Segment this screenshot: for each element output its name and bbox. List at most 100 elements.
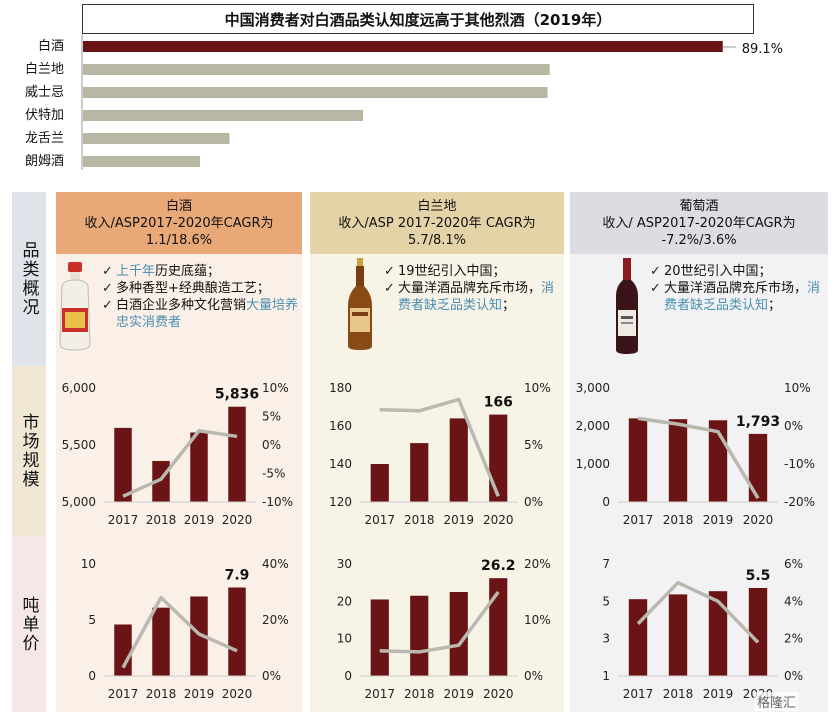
top-bar-label-3: 伏特加	[25, 108, 64, 123]
bullet-text: 消费者缺乏品类认知	[398, 281, 555, 313]
bar-2020	[748, 588, 768, 676]
growth-line	[379, 590, 500, 654]
y-tick-label: 6,000	[62, 381, 96, 395]
y-tick-label: 5	[602, 594, 610, 608]
y-tick-label: 3,000	[576, 381, 610, 395]
bar-2019	[449, 418, 468, 502]
y-tick-label: 120	[329, 495, 352, 509]
row-header-bg-2	[12, 366, 46, 536]
x-tick-label: 2019	[703, 687, 734, 701]
bullet-item: ✓ 大量洋酒品牌充斥市场，消费者缺乏品类认知；	[650, 280, 822, 314]
col-header-wine-name: 葡萄酒	[679, 198, 719, 214]
check-icon: ✓	[102, 281, 113, 296]
top-bar-2	[83, 87, 548, 98]
brandy-bottle-icon	[348, 258, 372, 350]
growth-line	[122, 429, 238, 498]
moutai-bottle-icon	[59, 262, 91, 351]
top-bar-4	[83, 133, 230, 144]
bar-2019	[449, 592, 468, 676]
y-tick-label: 30	[337, 557, 352, 571]
bar-2017	[370, 464, 389, 502]
x-tick-label: 2017	[364, 513, 395, 527]
col-header-brandy-cagr-label: 收入/ASP 2017-2020年 CAGR为	[338, 215, 536, 231]
col-header-brandy-name: 白兰地	[417, 198, 457, 214]
bullet-text: 大量洋酒品牌充斥市场，	[398, 281, 542, 296]
unit-price-chart-baijiu: 10 5 0 40% 20% 0% 2017 2018 2019 2020 7.9	[81, 557, 289, 701]
growth-line	[636, 580, 760, 644]
y-tick-label: 5,000	[62, 495, 96, 509]
bullet-text: 消费者缺乏品类认知	[664, 281, 821, 313]
y-tick-label: 180	[329, 381, 352, 395]
y-tick-label: 140	[329, 457, 352, 471]
top-bar-5	[83, 156, 201, 167]
bullet-item: ✓ 多种香型+经典酿造工艺；	[102, 280, 302, 297]
top-bar-label-5: 朗姆酒	[25, 154, 64, 169]
row-header-market-size: 市场规模	[18, 413, 39, 489]
y2-tick-label: 0%	[524, 495, 543, 509]
bullet-text: 大量培养忠实消费者	[116, 298, 299, 330]
y2-tick-label: 4%	[784, 594, 803, 608]
bullet-item: ✓ 白酒企业多种文化营销大量培养忠实消费者	[102, 297, 302, 331]
y-tick-label: 3	[602, 632, 610, 646]
col-header-baijiu-cagr-label: 收入/ASP2017-2020年CAGR为	[84, 215, 274, 231]
y2-tick-label: 2%	[784, 632, 803, 646]
bullet-text: 20世纪引入中国；	[664, 264, 772, 279]
top-bar-1	[83, 64, 550, 75]
check-icon: ✓	[384, 281, 395, 296]
market-size-chart-brandy: 180 160 140 120 10% 5% 0% 2017 2018 2019 2020 166	[329, 381, 551, 527]
x-tick-label: 2018	[663, 687, 694, 701]
bullets-wine: ✓ 20世纪引入中国； ✓ 大量洋酒品牌充斥市场，消费者缺乏品类认知；	[650, 263, 822, 314]
bar-2017	[114, 624, 132, 676]
bar-2017	[370, 599, 389, 676]
bullet-text: 白酒企业多种文化营销	[116, 298, 247, 313]
bar-2019	[190, 432, 208, 502]
y2-tick-label: 0%	[784, 669, 803, 683]
bar-value-label: 5,836	[215, 387, 259, 403]
top-bar-label-2: 威士忌	[25, 85, 64, 100]
bar-2018	[668, 594, 688, 676]
y2-tick-label: 10%	[524, 381, 551, 395]
col-bg-wine	[570, 254, 828, 712]
x-tick-label: 2017	[364, 687, 395, 701]
y2-tick-label: 20%	[524, 557, 551, 571]
bar-2017	[628, 599, 648, 676]
bullet-text: ；	[502, 298, 516, 313]
bar-2017	[628, 418, 648, 502]
row-header-overview: 品类概况	[18, 241, 39, 317]
bar-2020	[748, 433, 768, 502]
bar-2018	[410, 443, 429, 502]
col-header-wine-cagr-label: 收入/ ASP2017-2020年CAGR为	[602, 215, 796, 231]
row-header-bg-3	[12, 536, 46, 712]
y-tick-label: 0	[344, 669, 352, 683]
y2-tick-label: 0%	[262, 438, 281, 452]
unit-price-chart-brandy: 30 20 10 0 20% 10% 0% 2017 2018 2019 2020 26.2	[337, 557, 551, 701]
x-tick-label: 2017	[623, 687, 654, 701]
col-header-brandy-cagr-value: 5.7/8.1%	[407, 232, 467, 248]
y2-tick-label: 10%	[262, 381, 289, 395]
x-tick-label: 2018	[404, 513, 435, 527]
bullets-baijiu: ✓ 上千年历史底蕴； ✓ 多种香型+经典酿造工艺； ✓ 白酒企业多种文化营销大量培养忠实消…	[102, 263, 302, 331]
col-header-baijiu-name: 白酒	[165, 198, 192, 214]
x-tick-label: 2017	[108, 687, 139, 701]
bar-value-label: 7.9	[225, 568, 250, 584]
bar-2020	[489, 578, 508, 676]
col-header-wine: 葡萄酒 收入/ ASP2017-2020年CAGR为 -7.2%/3.6%	[570, 192, 828, 254]
y2-tick-label: -5%	[262, 467, 285, 481]
y-tick-label: 2,000	[576, 419, 610, 433]
x-tick-label: 2020	[743, 513, 774, 527]
y-tick-label: 160	[329, 419, 352, 433]
top-bar-label-0: 白酒	[38, 38, 64, 54]
x-tick-label: 2017	[623, 513, 654, 527]
y-tick-label: 0	[88, 669, 96, 683]
x-tick-label: 2020	[483, 513, 514, 527]
bullet-text: 上千年	[116, 264, 156, 279]
row-header-unit-price: 吨单价	[18, 595, 39, 653]
col-header-baijiu: 白酒 收入/ASP2017-2020年CAGR为 1.1/18.6%	[56, 192, 302, 254]
bar-2017	[114, 427, 132, 502]
y2-tick-label: 6%	[784, 557, 803, 571]
chart-title: 中国消费者对白酒品类认知度远高于其他烈酒（2019年）	[82, 4, 754, 34]
wine-bottle-icon	[616, 258, 638, 354]
x-tick-label: 2018	[146, 513, 177, 527]
